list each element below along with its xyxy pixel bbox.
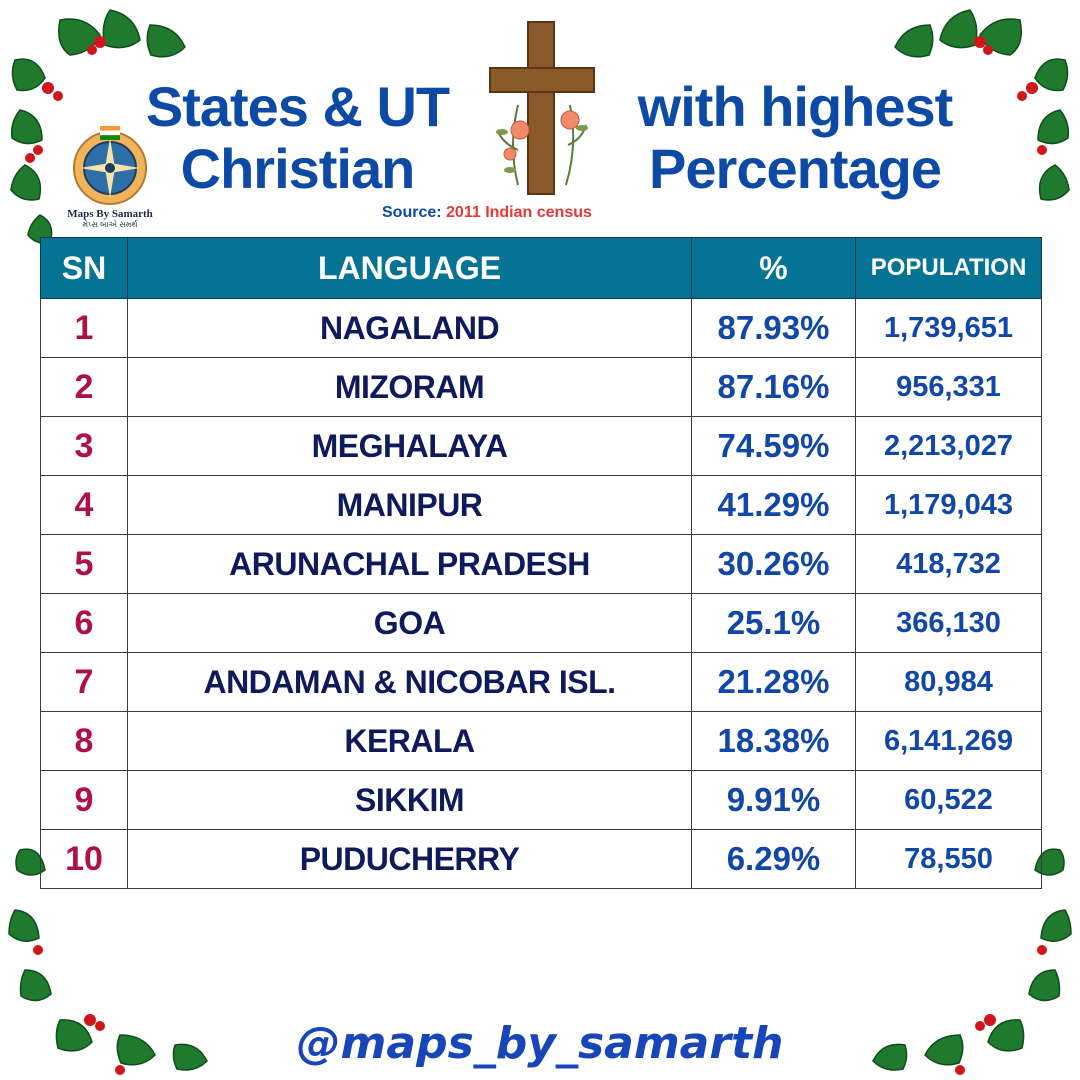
row-state-name: MIZORAM	[127, 357, 692, 417]
row-population: 1,739,651	[855, 298, 1042, 358]
row-state-name: MANIPUR	[127, 475, 692, 535]
row-population: 1,179,043	[855, 475, 1042, 535]
row-population: 78,550	[855, 829, 1042, 889]
source-label: Source:	[382, 204, 442, 221]
row-population: 2,213,027	[855, 416, 1042, 476]
column-header-percent: %	[691, 237, 856, 299]
row-percentage: 18.38%	[691, 711, 856, 771]
compass-logo-icon	[73, 131, 147, 205]
brand-logo: Maps By Samarth મેપ્સ બાએ સમર્થ	[60, 120, 160, 230]
row-state-name: ANDAMAN & NICOBAR ISL.	[127, 652, 692, 712]
holly-decoration-icon	[8, 848, 208, 1075]
row-population: 956,331	[855, 357, 1042, 417]
cross-icon	[489, 21, 595, 195]
table-row: 2 MIZORAM 87.16% 956,331	[40, 357, 1042, 417]
row-state-name: GOA	[127, 593, 692, 653]
row-percentage: 25.1%	[691, 593, 856, 653]
india-flag-icon	[100, 126, 120, 140]
row-population: 366,130	[855, 593, 1042, 653]
logo-subtitle: મેપ્સ બાએ સમર્થ	[82, 220, 138, 229]
row-percentage: 21.28%	[691, 652, 856, 712]
row-percentage: 87.93%	[691, 298, 856, 358]
row-serial-number: 9	[40, 770, 128, 830]
row-population: 60,522	[855, 770, 1042, 830]
title-line: with highest	[637, 75, 954, 138]
table-row: 7 ANDAMAN & NICOBAR ISL. 21.28% 80,984	[40, 652, 1042, 712]
data-table: SN LANGUAGE % POPULATION 1 NAGALAND 87.93%…	[40, 237, 1042, 889]
row-percentage: 9.91%	[691, 770, 856, 830]
title-line: Christian	[180, 137, 416, 200]
title-line: States & UT	[145, 75, 450, 138]
holly-decoration-icon	[10, 9, 186, 245]
row-serial-number: 2	[40, 357, 128, 417]
row-state-name: NAGALAND	[127, 298, 692, 358]
row-state-name: KERALA	[127, 711, 692, 771]
row-population: 418,732	[855, 534, 1042, 594]
table-row: 8 KERALA 18.38% 6,141,269	[40, 711, 1042, 771]
row-serial-number: 3	[40, 416, 128, 476]
page-title-left: States & UT Christian	[110, 76, 485, 200]
row-state-name: SIKKIM	[127, 770, 692, 830]
title-line: Percentage	[649, 137, 942, 200]
row-percentage: 30.26%	[691, 534, 856, 594]
table-row: 5 ARUNACHAL PRADESH 30.26% 418,732	[40, 534, 1042, 594]
row-percentage: 6.29%	[691, 829, 856, 889]
row-serial-number: 1	[40, 298, 128, 358]
column-header-sn: SN	[40, 237, 128, 299]
row-serial-number: 4	[40, 475, 128, 535]
column-header-population: POPULATION	[855, 237, 1042, 299]
column-header-language: LANGUAGE	[127, 237, 692, 299]
row-state-name: MEGHALAYA	[127, 416, 692, 476]
row-serial-number: 10	[40, 829, 128, 889]
row-serial-number: 7	[40, 652, 128, 712]
holly-decoration-icon	[872, 848, 1072, 1075]
table-row: 3 MEGHALAYA 74.59% 2,213,027	[40, 416, 1042, 476]
logo-name: Maps By Samarth	[67, 208, 153, 220]
row-serial-number: 8	[40, 711, 128, 771]
row-percentage: 87.16%	[691, 357, 856, 417]
table-row: 10 PUDUCHERRY 6.29% 78,550	[40, 829, 1042, 889]
row-state-name: ARUNACHAL PRADESH	[127, 534, 692, 594]
holly-decoration-icon	[894, 9, 1070, 201]
source-value: 2011 Indian census	[446, 204, 592, 221]
page-title-right: with highest Percentage	[600, 76, 990, 200]
table-header-row: SN LANGUAGE % POPULATION	[40, 237, 1042, 299]
row-percentage: 74.59%	[691, 416, 856, 476]
row-population: 80,984	[855, 652, 1042, 712]
source-note: Source: 2011 Indian census	[382, 204, 592, 222]
table-row: 6 GOA 25.1% 366,130	[40, 593, 1042, 653]
table-row: 1 NAGALAND 87.93% 1,739,651	[40, 298, 1042, 358]
row-percentage: 41.29%	[691, 475, 856, 535]
row-serial-number: 6	[40, 593, 128, 653]
row-state-name: PUDUCHERRY	[127, 829, 692, 889]
table-row: 9 SIKKIM 9.91% 60,522	[40, 770, 1042, 830]
row-population: 6,141,269	[855, 711, 1042, 771]
row-serial-number: 5	[40, 534, 128, 594]
table-row: 4 MANIPUR 41.29% 1,179,043	[40, 475, 1042, 535]
social-handle: @maps_by_samarth	[296, 1018, 784, 1069]
